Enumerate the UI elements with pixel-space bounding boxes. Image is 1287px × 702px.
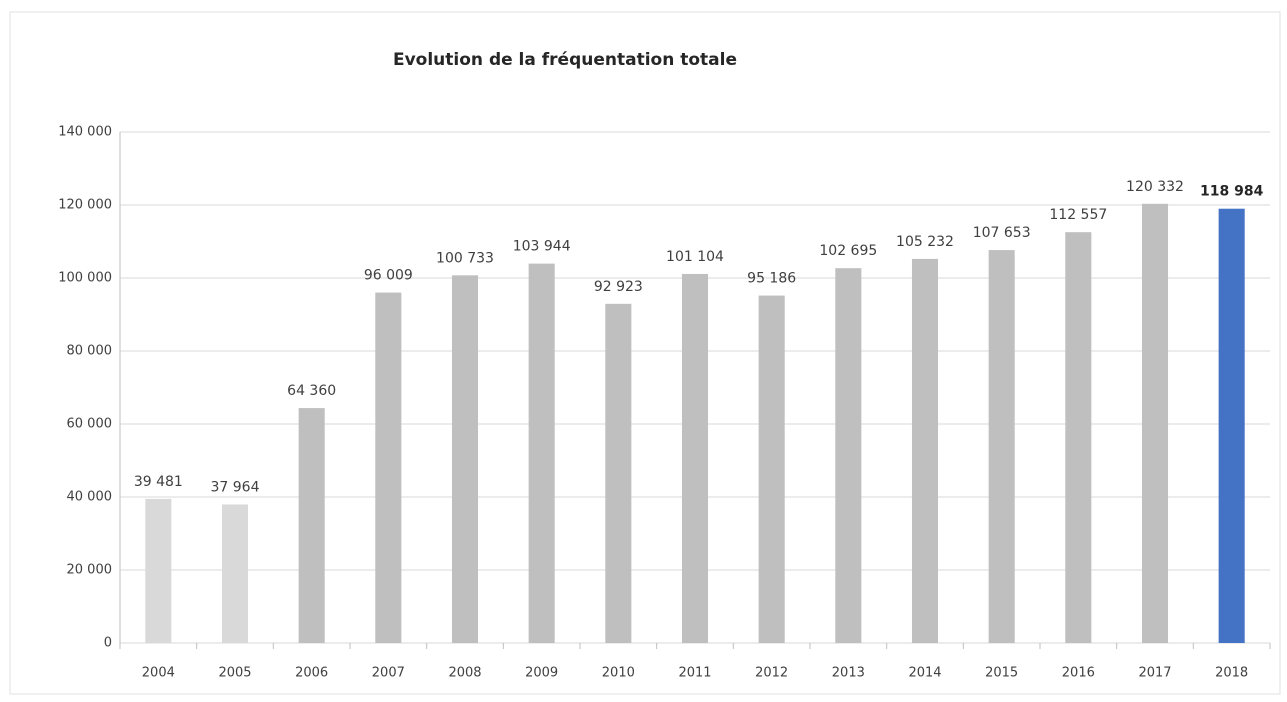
- data-label: 37 964: [211, 479, 260, 495]
- y-tick-label: 80 000: [67, 344, 113, 359]
- bar: [988, 250, 1015, 644]
- x-tick-label: 2007: [372, 666, 405, 681]
- x-tick-label: 2004: [142, 666, 175, 681]
- data-label: 118 984: [1200, 184, 1264, 200]
- data-label: 100 733: [436, 250, 494, 266]
- data-label: 120 332: [1126, 179, 1184, 195]
- bar: [221, 504, 249, 643]
- x-tick-label: 2017: [1138, 666, 1171, 681]
- y-tick-label: 60 000: [67, 417, 113, 432]
- data-label: 112 557: [1049, 207, 1107, 223]
- y-tick-label: 40 000: [67, 490, 113, 505]
- y-tick-label: 0: [104, 636, 112, 651]
- bar: [528, 263, 555, 643]
- data-label: 107 653: [973, 225, 1031, 241]
- x-tick-label: 2009: [525, 666, 558, 681]
- chart-title: Evolution de la fréquentation totale: [393, 50, 737, 70]
- data-label: 39 481: [134, 474, 183, 490]
- y-tick-label: 120 000: [58, 198, 112, 213]
- bar: [375, 292, 402, 643]
- x-tick-label: 2006: [295, 666, 328, 681]
- data-label: 101 104: [666, 249, 724, 265]
- y-tick-label: 100 000: [58, 271, 112, 286]
- data-label: 102 695: [819, 243, 877, 259]
- chart-frame: [9, 11, 1281, 695]
- bar: [681, 273, 709, 643]
- data-label: 95 186: [747, 271, 796, 287]
- x-tick-label: 2011: [678, 666, 711, 681]
- bar: [605, 303, 632, 643]
- bar: [145, 498, 172, 643]
- bar: [451, 275, 479, 643]
- y-tick-label: 140 000: [58, 125, 112, 140]
- bar: [911, 258, 939, 643]
- x-tick-label: 2010: [602, 666, 635, 681]
- bar: [758, 295, 785, 643]
- bar: [298, 408, 325, 643]
- x-tick-label: 2008: [448, 666, 481, 681]
- x-tick-label: 2015: [985, 666, 1018, 681]
- x-tick-label: 2013: [832, 666, 865, 681]
- x-tick-label: 2016: [1062, 666, 1095, 681]
- bar: [835, 268, 862, 643]
- data-label: 105 232: [896, 234, 954, 250]
- data-label: 96 009: [364, 268, 413, 284]
- data-label: 64 360: [287, 383, 336, 399]
- bar: [1065, 232, 1092, 644]
- data-label: 103 944: [513, 239, 571, 255]
- x-tick-label: 2018: [1215, 666, 1248, 681]
- x-tick-label: 2005: [218, 666, 251, 681]
- bar: [1141, 203, 1169, 643]
- x-tick-label: 2012: [755, 666, 788, 681]
- y-tick-label: 20 000: [67, 563, 113, 578]
- x-tick-label: 2014: [908, 666, 941, 681]
- bar: [1218, 208, 1245, 643]
- data-label: 92 923: [594, 279, 643, 295]
